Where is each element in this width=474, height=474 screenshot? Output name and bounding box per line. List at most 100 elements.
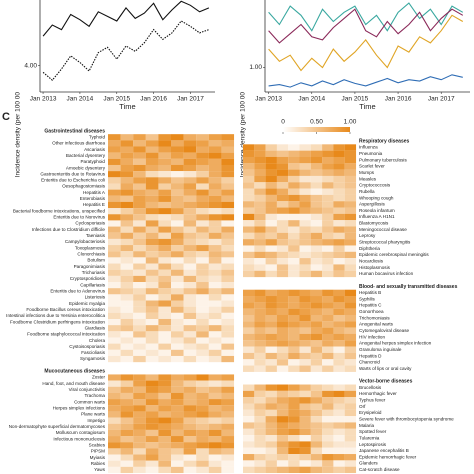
heatmap-cell [133, 460, 146, 467]
heatmap-cell [183, 269, 197, 276]
heatmap-cell [288, 144, 300, 151]
x-tick-label: Jan 2014 [298, 96, 325, 103]
heatmap-cell [344, 194, 357, 202]
heatmap-cell [120, 380, 134, 387]
heatmap-cell [158, 245, 172, 252]
heatmap-cell [208, 331, 222, 338]
x-tick-label: Jan 2013 [255, 96, 282, 103]
heatmap-cell [171, 349, 184, 356]
heatmap-cell [158, 226, 172, 233]
heatmap-cell [171, 423, 184, 430]
row-label: Botulism [87, 258, 105, 263]
heatmap-cell [333, 163, 345, 170]
heatmap-cell [265, 441, 277, 448]
row-label: Pulmonary tuberculosis [359, 157, 407, 162]
heatmap-cell [183, 140, 197, 147]
heatmap-cell [310, 182, 323, 189]
heatmap-cell [221, 429, 235, 437]
heatmap-cell [344, 220, 357, 227]
heatmap-cell [120, 337, 134, 344]
heatmap-cell [243, 352, 255, 360]
heatmap-cell [221, 275, 235, 283]
heatmap-cell [322, 245, 334, 252]
heatmap-cell [145, 226, 159, 233]
heatmap-cell [133, 466, 146, 474]
heatmap-cell [221, 183, 235, 190]
heatmap-cell [333, 308, 345, 316]
heatmap-cell [208, 275, 222, 283]
heatmap-cell [158, 275, 172, 283]
heatmap-cell [183, 454, 197, 461]
heatmap-cell [120, 294, 134, 301]
heatmap-cell [254, 213, 266, 221]
heatmap-cell [299, 441, 311, 448]
heatmap-cell [133, 436, 146, 443]
heatmap-cell [276, 251, 289, 259]
heatmap-cell [145, 337, 159, 344]
heatmap-cell [288, 188, 300, 195]
heatmap-cell [254, 409, 266, 417]
heatmap-cell [254, 296, 266, 303]
heatmap-cell [133, 380, 146, 387]
heatmap-cell [171, 325, 184, 332]
heatmap-cell [333, 346, 345, 353]
heatmap-cell [265, 340, 277, 347]
row-label: Viral conjunctivitis [69, 387, 106, 392]
heatmap-cell [299, 251, 311, 259]
heatmap-cell [288, 220, 300, 227]
heatmap-cell [344, 144, 357, 151]
heatmap-cell [344, 182, 357, 189]
heatmap-cell [310, 409, 323, 417]
heatmap-cell [183, 448, 197, 455]
heatmap-cell [145, 417, 159, 424]
heatmap-cell [276, 403, 289, 410]
heatmap-cell [108, 183, 121, 190]
row-label: Foodborne Bacillus cereus intoxication [26, 307, 105, 312]
heatmap-cell [243, 466, 255, 474]
heatmap-cell [344, 384, 357, 391]
heatmap-cell [158, 325, 172, 332]
heatmap-cell [322, 321, 334, 328]
heatmap-cell [133, 208, 146, 215]
heatmap-cell [133, 349, 146, 356]
heatmap-cell [265, 466, 277, 474]
heatmap-cell [276, 390, 289, 398]
heatmap-cell [322, 213, 334, 221]
heatmap-cell [265, 365, 277, 372]
heatmap-cell [322, 289, 334, 297]
heatmap-cell [196, 417, 209, 424]
heatmap-cell [133, 201, 146, 209]
heatmap-cell [254, 454, 266, 461]
heatmap-cell [254, 333, 266, 341]
heatmap-cell [208, 318, 222, 326]
heatmap-cell [145, 282, 159, 289]
heatmap-cell [108, 300, 121, 307]
heatmap-cell [276, 144, 289, 151]
heatmap-cell [196, 337, 209, 344]
heatmap-cell [133, 146, 146, 153]
heatmap-cell [265, 397, 277, 404]
row-label: Syphilis [359, 296, 376, 301]
heatmap-cell [310, 435, 323, 442]
heatmap-cell [108, 386, 121, 393]
heatmap-cell [208, 245, 222, 252]
heatmap-cell [208, 232, 222, 239]
heatmap-cell [299, 397, 311, 404]
x-tick-label: Jan 2017 [428, 96, 455, 103]
heatmap-cell [221, 201, 235, 209]
heatmap-cell [171, 429, 184, 437]
heatmap-cell [254, 270, 266, 278]
heatmap-cell [265, 194, 277, 202]
heatmap-cell [265, 447, 277, 455]
heatmap-cell [344, 213, 357, 221]
heatmap-cell [310, 416, 323, 423]
row-label: Glanders [359, 461, 378, 466]
heatmap-cell [208, 251, 222, 258]
heatmap-cell [208, 183, 222, 190]
heatmap-cell [310, 454, 323, 461]
heatmap-cell [243, 226, 255, 233]
heatmap-cell [196, 325, 209, 332]
row-label: Syngamosis [80, 356, 106, 361]
heatmap-cell [158, 134, 172, 141]
heatmap-cell [299, 245, 311, 252]
